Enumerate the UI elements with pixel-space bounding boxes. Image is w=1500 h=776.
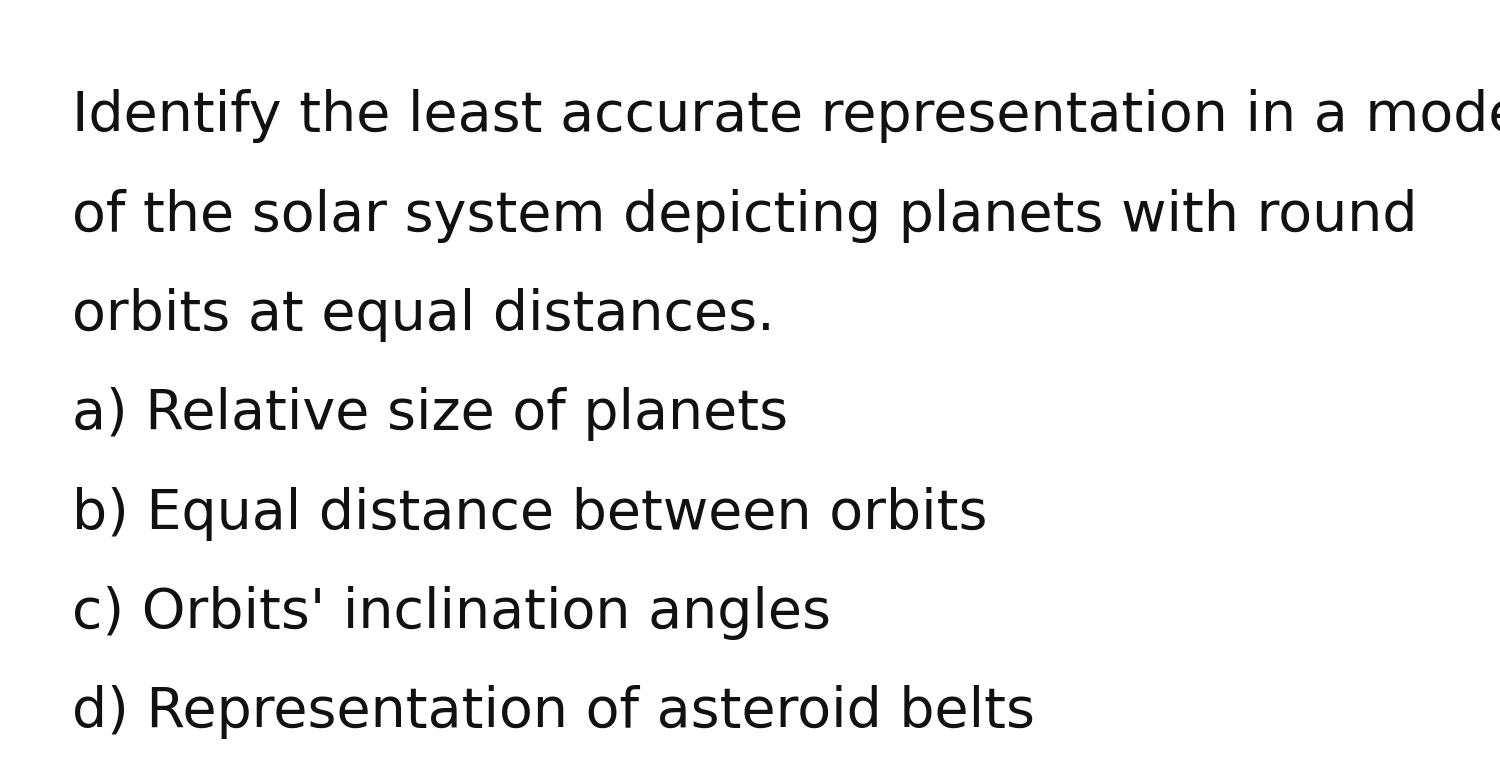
Text: Identify the least accurate representation in a model: Identify the least accurate representati… bbox=[72, 89, 1500, 144]
Text: b) Equal distance between orbits: b) Equal distance between orbits bbox=[72, 487, 987, 541]
Text: c) Orbits' inclination angles: c) Orbits' inclination angles bbox=[72, 586, 831, 640]
Text: a) Relative size of planets: a) Relative size of planets bbox=[72, 387, 788, 442]
Text: of the solar system depicting planets with round: of the solar system depicting planets wi… bbox=[72, 189, 1417, 243]
Text: orbits at equal distances.: orbits at equal distances. bbox=[72, 288, 774, 342]
Text: d) Representation of asteroid belts: d) Representation of asteroid belts bbox=[72, 685, 1035, 740]
